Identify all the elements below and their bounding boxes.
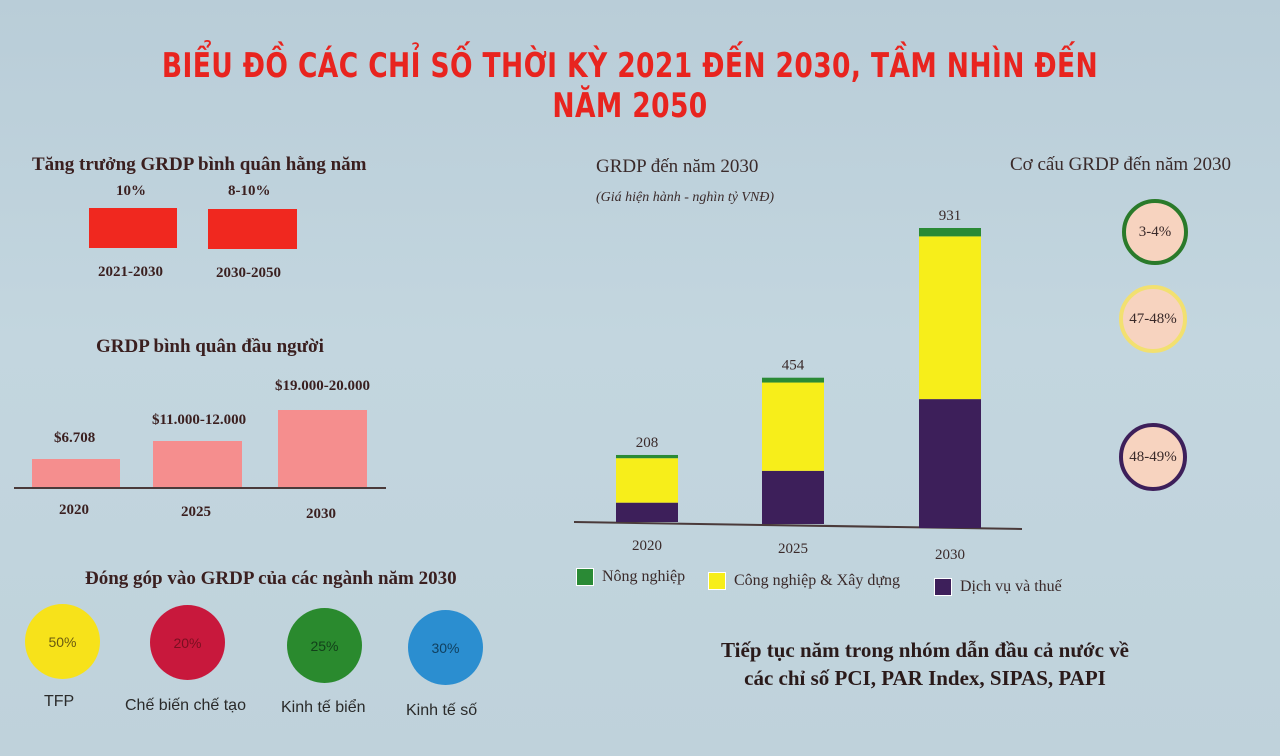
legend-agriculture-swatch	[576, 568, 594, 586]
bar-total-label-2030: 931	[939, 208, 962, 224]
growth-period-1: 2021-2030	[98, 264, 163, 280]
contribution-circle-manufacturing: 20%	[150, 605, 225, 680]
per-capita-bar-2020	[32, 459, 120, 487]
growth-bar-2	[208, 209, 297, 249]
per-capita-value-2030: $19.000-20.000	[275, 378, 370, 394]
bar-segment-2020-c-ng-nghi-p-x-y-d-ng	[616, 458, 678, 503]
grdp-stacked-bar-chart: 208 2020 454 2025 931 2030	[573, 208, 1023, 563]
bar-segment-2030-n-ng-nghi-p	[919, 228, 981, 237]
per-capita-year-2020: 2020	[59, 502, 89, 518]
x-tick-label-2025: 2025	[778, 541, 808, 557]
per-capita-title: GRDP bình quân đầu người	[96, 336, 324, 357]
growth-bar-1	[89, 208, 177, 248]
legend-agriculture-label: Nông nghiệp	[602, 568, 686, 585]
footer-note: Tiếp tục năm trong nhóm dẫn đầu cả nước …	[690, 636, 1160, 692]
bar-segment-2025-c-ng-nghi-p-x-y-d-ng	[762, 382, 824, 471]
contribution-circle-tfp: 50%	[25, 604, 100, 679]
per-capita-value-2020: $6.708	[54, 430, 96, 446]
bar-total-label-2020: 208	[636, 435, 659, 451]
bar-segment-2025-n-ng-nghi-p	[762, 377, 824, 383]
x-tick-label-2020: 2020	[632, 538, 662, 554]
bar-segment-2030-c-ng-nghi-p-x-y-d-ng	[919, 236, 981, 400]
contribution-label-digital: Kinh tế số	[406, 702, 478, 719]
footer-line-1: Tiếp tục năm trong nhóm dẫn đầu cả nước …	[721, 638, 1129, 662]
bar-segment-2020-d-ch-v-v-thu-	[616, 502, 678, 522]
legend-agriculture: Nông nghiệp	[576, 568, 685, 586]
bar-total-label-2025: 454	[782, 358, 805, 374]
legend-services-swatch	[934, 578, 952, 596]
structure-ring-agriculture: 3-4%	[1122, 199, 1188, 265]
contribution-label-manufacturing: Chế biến chế tạo	[125, 697, 246, 714]
bar-segment-2025-d-ch-v-v-thu-	[762, 470, 824, 524]
per-capita-bar-2025	[153, 441, 242, 488]
growth-title: Tăng trưởng GRDP bình quân hằng năm	[32, 154, 367, 175]
x-tick-label-2030: 2030	[935, 547, 965, 563]
legend-services: Dịch vụ và thuế	[934, 578, 1062, 596]
chart-title: GRDP đến năm 2030	[596, 156, 759, 177]
growth-value-1: 10%	[116, 183, 146, 199]
legend-industry-label: Công nghiệp & Xây dựng	[734, 572, 900, 589]
per-capita-year-2030: 2030	[306, 506, 336, 522]
bar-segment-2020-n-ng-nghi-p	[616, 454, 678, 459]
per-capita-year-2025: 2025	[181, 504, 211, 520]
contribution-circle-digital: 30%	[408, 610, 483, 685]
footer-line-2: các chỉ số PCI, PAR Index, SIPAS, PAPI	[744, 666, 1106, 690]
contribution-title: Đóng góp vào GRDP của các ngành năm 2030	[85, 568, 457, 589]
structure-ring-industry: 47-48%	[1119, 285, 1187, 353]
structure-ring-services: 48-49%	[1119, 423, 1187, 491]
structure-title: Cơ cấu GRDP đến năm 2030	[1010, 154, 1231, 175]
contribution-label-tfp: TFP	[44, 693, 75, 710]
page-title: BIỂU ĐỒ CÁC CHỈ SỐ THỜI KỲ 2021 ĐẾN 2030…	[161, 46, 1099, 126]
per-capita-bar-2030	[278, 410, 367, 489]
bar-segment-2030-d-ch-v-v-thu-	[919, 399, 981, 528]
per-capita-axis	[14, 487, 386, 489]
growth-period-2: 2030-2050	[216, 265, 281, 281]
per-capita-value-2025: $11.000-12.000	[152, 412, 247, 428]
contribution-label-marine: Kinh tế biển	[281, 699, 366, 716]
legend-industry: Công nghiệp & Xây dựng	[708, 572, 900, 590]
chart-subtitle: (Giá hiện hành - nghìn tỷ VNĐ)	[596, 190, 775, 205]
growth-value-2: 8-10%	[228, 183, 271, 199]
legend-industry-swatch	[708, 572, 726, 590]
legend-services-label: Dịch vụ và thuế	[960, 578, 1062, 595]
contribution-circle-marine: 25%	[287, 608, 362, 683]
